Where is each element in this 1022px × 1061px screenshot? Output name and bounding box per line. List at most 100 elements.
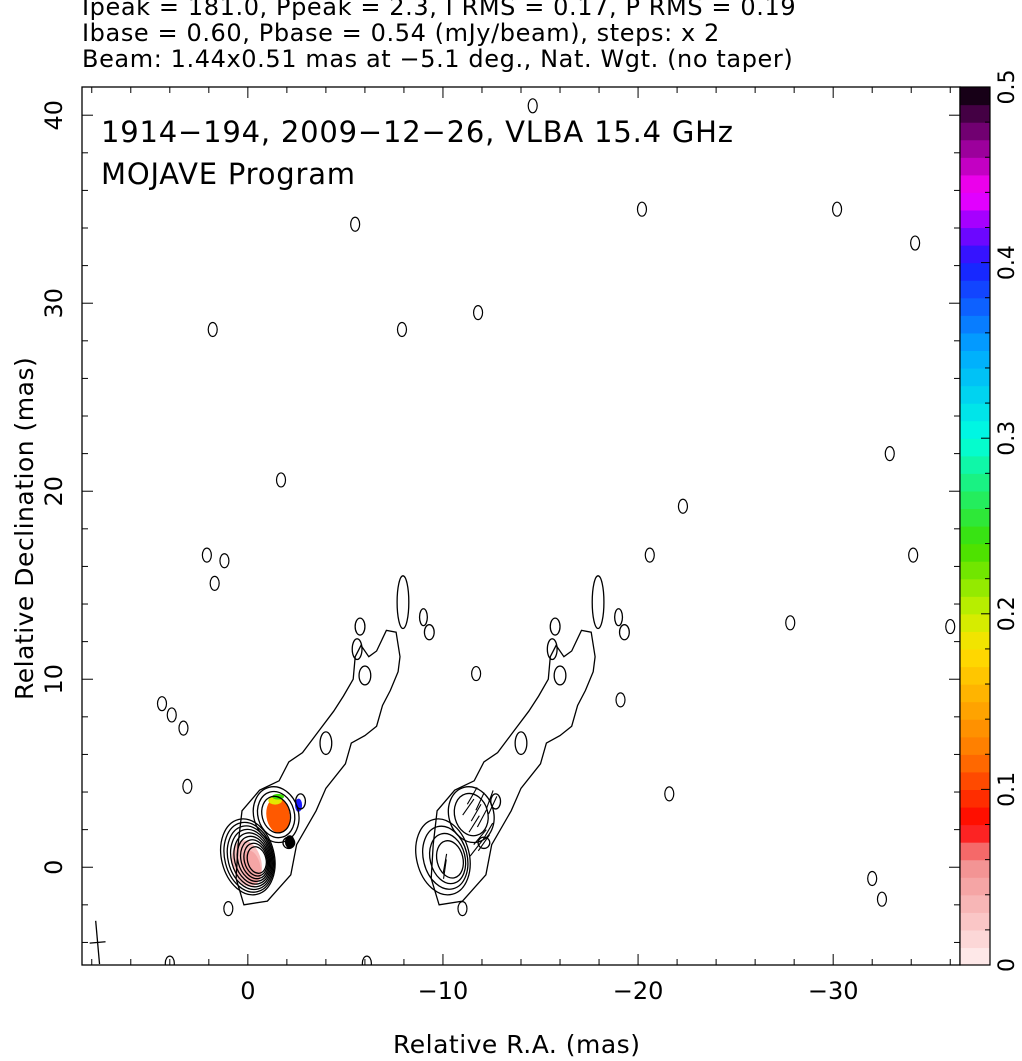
evpa-vector bbox=[475, 792, 485, 811]
colorbar-swatch bbox=[960, 771, 990, 790]
jet-sub-contour bbox=[351, 638, 363, 661]
core-contour bbox=[246, 846, 268, 874]
x-tick-label: −10 bbox=[418, 977, 469, 1005]
jet-sub-contour bbox=[294, 793, 307, 810]
core-contour bbox=[233, 832, 272, 885]
jet-sub-contour bbox=[490, 793, 502, 810]
colorbar-tick-label: 0.4 bbox=[995, 245, 1020, 280]
evpa-vector bbox=[485, 790, 494, 809]
colorbar-swatch bbox=[960, 174, 990, 193]
colorbar-swatch bbox=[960, 473, 990, 492]
evpa-vector bbox=[462, 798, 475, 816]
colorbar-swatch bbox=[960, 455, 990, 474]
axis-ticks: 0 −10 −20 −30 0 10 20 30 40 bbox=[40, 87, 960, 1005]
jet-outer-contour bbox=[618, 624, 630, 641]
colorbar-swatch bbox=[960, 367, 990, 387]
evpa-vector bbox=[469, 840, 483, 857]
noise-contour bbox=[219, 553, 230, 569]
evpa-vector bbox=[443, 859, 447, 879]
x-tick-label: −20 bbox=[613, 977, 664, 1005]
colorbar-swatch bbox=[960, 87, 990, 106]
jet-sub-contour bbox=[319, 731, 333, 756]
colorbar-swatch bbox=[960, 192, 990, 211]
jet-outer-contour bbox=[396, 575, 410, 630]
chart-title: 1914−194, 2009−12−26, VLBA 15.4 GHz bbox=[101, 115, 734, 149]
jet-sub-contour bbox=[546, 638, 558, 661]
noise-contour bbox=[910, 235, 921, 251]
header-line-1: Ipeak = 181.0, Ppeak = 2.3, I RMS = 0.17… bbox=[82, 0, 797, 21]
noise-contour bbox=[876, 891, 888, 907]
colorbar-swatch bbox=[960, 262, 990, 281]
colorbar-swatch bbox=[960, 332, 990, 351]
colorbar-swatch bbox=[960, 543, 990, 562]
colorbar-swatch bbox=[960, 877, 990, 896]
noise-contour bbox=[908, 547, 919, 563]
core-contour bbox=[243, 842, 269, 877]
jet-sub-contour bbox=[514, 731, 528, 756]
noise-contour bbox=[867, 870, 878, 887]
colorbar-swatch bbox=[960, 385, 990, 404]
noise-contour bbox=[471, 665, 482, 682]
knot-contour bbox=[447, 786, 495, 844]
evpa-vector bbox=[473, 829, 487, 845]
evpa-vector bbox=[477, 834, 490, 852]
colorbar-swatch bbox=[960, 859, 990, 878]
jet-sub-contour bbox=[358, 665, 372, 686]
jet-outer-contour bbox=[549, 617, 561, 636]
core-contour bbox=[239, 839, 270, 880]
y-tick-label: 40 bbox=[40, 100, 68, 131]
jet-outer-contour bbox=[614, 608, 624, 627]
colorbar-swatch bbox=[960, 350, 990, 369]
colorbar-swatch bbox=[960, 526, 990, 545]
jet-outer-contour bbox=[591, 575, 605, 630]
colorbar-swatch bbox=[960, 157, 990, 176]
colorbar-frame bbox=[959, 86, 991, 966]
x-axis-label: Relative R.A. (mas) bbox=[393, 1030, 641, 1059]
y-tick-label: 30 bbox=[40, 288, 68, 319]
colorbar-tick-label: 0.1 bbox=[995, 772, 1020, 807]
colorbar-swatch bbox=[960, 666, 990, 685]
colorbar-swatch bbox=[960, 806, 990, 826]
colorbar-swatch bbox=[960, 894, 990, 913]
colorbar-swatch bbox=[960, 209, 990, 229]
colorbar-swatch bbox=[960, 227, 990, 246]
noise-contour bbox=[527, 98, 538, 114]
jet-sub-contour bbox=[282, 836, 296, 850]
colorbar-swatch bbox=[960, 315, 990, 334]
evpa-vector bbox=[466, 787, 478, 805]
colorbar-swatch bbox=[960, 561, 990, 580]
colorbar-swatch bbox=[960, 719, 990, 738]
knot-contour bbox=[453, 792, 489, 837]
colorbar-tick-label: 0.5 bbox=[995, 70, 1020, 105]
core-contour bbox=[219, 818, 276, 896]
colorbar-swatch bbox=[960, 297, 990, 316]
jet-envelope-contour bbox=[430, 629, 596, 906]
colorbar-swatch bbox=[960, 701, 990, 720]
colorbar-swatch bbox=[960, 824, 990, 843]
core-contour bbox=[236, 835, 271, 883]
colorbar-tick-label: 0 bbox=[995, 958, 1020, 972]
evpa-vector bbox=[476, 809, 488, 828]
colorbar-swatch bbox=[960, 420, 990, 439]
colorbar-swatch bbox=[960, 245, 990, 264]
noise-contour bbox=[361, 955, 372, 965]
noise-contour bbox=[201, 547, 212, 563]
colorbar-swatch bbox=[960, 490, 990, 510]
evpa-vector bbox=[468, 815, 480, 833]
colorbar-swatch bbox=[960, 280, 990, 299]
colorbar-swatch bbox=[960, 912, 990, 931]
y-tick-label: 0 bbox=[40, 860, 68, 875]
noise-contour bbox=[664, 786, 675, 802]
core-contour bbox=[422, 825, 469, 890]
noise-contour bbox=[615, 692, 626, 708]
noise-contour bbox=[209, 575, 220, 591]
jet-outer-contour bbox=[423, 624, 435, 641]
evpa-vector bbox=[488, 796, 498, 815]
colorbar-swatch bbox=[960, 929, 990, 949]
noise-contour bbox=[166, 707, 177, 723]
noise-contour bbox=[182, 778, 193, 794]
colorbar-swatch bbox=[960, 754, 990, 773]
colorbar-swatch bbox=[960, 842, 990, 861]
core-contour bbox=[229, 828, 273, 888]
